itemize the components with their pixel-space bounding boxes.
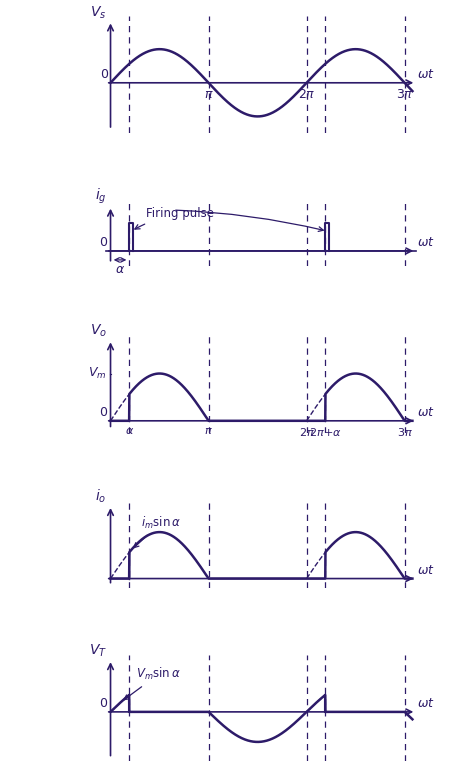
Text: $\alpha$: $\alpha$ xyxy=(125,426,134,436)
Text: $2\pi$: $2\pi$ xyxy=(299,426,315,437)
Text: $V_m$: $V_m$ xyxy=(88,366,107,381)
Text: $i_g$: $i_g$ xyxy=(95,186,107,206)
Text: $3\pi$: $3\pi$ xyxy=(396,88,413,101)
Text: $\pi$: $\pi$ xyxy=(204,426,213,436)
Text: $\omega t$: $\omega t$ xyxy=(417,68,435,81)
Text: 0: 0 xyxy=(100,68,108,81)
Text: Firing pulse: Firing pulse xyxy=(135,207,214,229)
Text: $\omega t$: $\omega t$ xyxy=(417,698,435,710)
Text: $i_o$: $i_o$ xyxy=(95,488,107,505)
Text: $3\pi$: $3\pi$ xyxy=(397,426,412,437)
Text: 0: 0 xyxy=(99,236,107,249)
Text: $\omega t$: $\omega t$ xyxy=(417,236,435,249)
Text: $V_s$: $V_s$ xyxy=(91,4,107,20)
Text: $\omega t$: $\omega t$ xyxy=(417,406,435,420)
Text: 0: 0 xyxy=(99,698,107,710)
Text: 0: 0 xyxy=(100,406,108,420)
Text: $2\pi$: $2\pi$ xyxy=(298,88,315,101)
Text: $\omega t$: $\omega t$ xyxy=(417,564,435,577)
Text: $V_o$: $V_o$ xyxy=(90,323,107,340)
Text: $i_m\sin\alpha$: $i_m\sin\alpha$ xyxy=(134,514,181,548)
Text: $\alpha$: $\alpha$ xyxy=(115,263,125,276)
Text: $\pi$: $\pi$ xyxy=(204,88,213,101)
Text: $V_m\sin\alpha$: $V_m\sin\alpha$ xyxy=(124,666,181,699)
Text: $V_T$: $V_T$ xyxy=(89,643,107,660)
Text: $2\pi\!+\!\alpha$: $2\pi\!+\!\alpha$ xyxy=(309,426,342,437)
